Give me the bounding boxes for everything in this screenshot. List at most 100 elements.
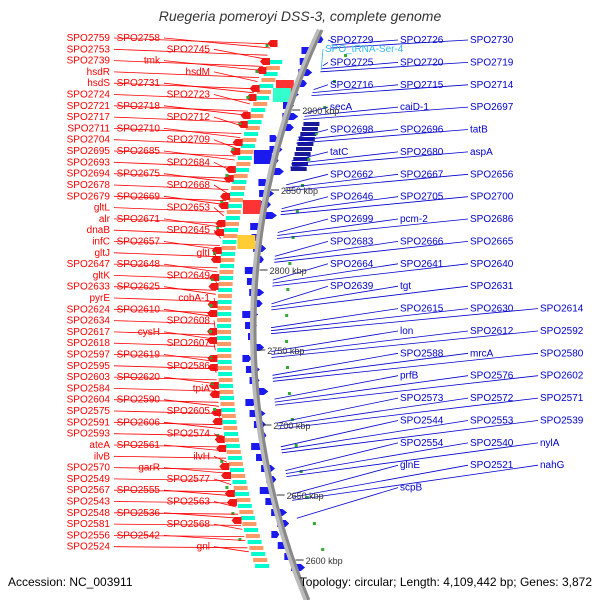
backbone-shadow bbox=[250, 28, 323, 600]
label-leader bbox=[213, 388, 219, 396]
gene-label: SPO2711 bbox=[67, 123, 110, 134]
gene-block bbox=[228, 462, 243, 466]
label-leader bbox=[113, 241, 220, 246]
label-leader bbox=[276, 218, 469, 239]
gene-label: SPO2555 bbox=[117, 485, 161, 496]
gene-label: alr bbox=[99, 214, 111, 225]
label-leader bbox=[274, 241, 329, 257]
scale-tick-label: 2850 kbp bbox=[281, 186, 318, 196]
label-leader bbox=[113, 229, 222, 235]
label-leader bbox=[213, 410, 221, 418]
gene-label: SPO2568 bbox=[167, 519, 211, 530]
gene-label: SPO2710 bbox=[117, 123, 161, 134]
gene-label: SPO2639 bbox=[330, 281, 374, 292]
gene-label: lon bbox=[400, 326, 413, 337]
gene-block bbox=[233, 174, 248, 178]
gene-marker bbox=[231, 512, 235, 515]
label-leader bbox=[298, 129, 329, 138]
label-leader bbox=[213, 207, 225, 217]
label-leader bbox=[280, 196, 469, 216]
label-leader bbox=[113, 218, 223, 224]
label-leader bbox=[113, 60, 264, 67]
label-leader bbox=[213, 320, 216, 328]
gene-label: SPO2705 bbox=[400, 192, 444, 203]
label-leader bbox=[113, 195, 227, 202]
gene-label: scpB bbox=[400, 483, 423, 494]
label-leader bbox=[163, 218, 223, 228]
gene-label: SPO2704 bbox=[67, 135, 111, 146]
gene-block bbox=[225, 438, 239, 442]
gene-label: ateA bbox=[89, 440, 110, 451]
label-leader bbox=[113, 444, 225, 448]
label-leader bbox=[321, 62, 399, 70]
gene-block bbox=[217, 342, 232, 346]
gene-block bbox=[223, 234, 238, 238]
gene-block bbox=[247, 120, 262, 124]
label-leader bbox=[213, 229, 222, 239]
gene-label: SPO2646 bbox=[330, 192, 374, 203]
label-leader bbox=[291, 151, 329, 162]
gene-label: SPO2665 bbox=[470, 236, 514, 247]
reverse-gene-arrow bbox=[211, 409, 222, 416]
gene-block bbox=[224, 228, 239, 232]
label-leader bbox=[213, 546, 249, 553]
label-leader bbox=[270, 308, 469, 332]
gene-marker bbox=[209, 330, 212, 333]
reverse-gene-arrow bbox=[207, 310, 218, 317]
label-leader bbox=[113, 150, 236, 157]
label-leader bbox=[163, 421, 222, 430]
gene-block bbox=[255, 564, 270, 568]
gene-label: nahG bbox=[540, 460, 565, 471]
gene-label: SPO2536 bbox=[117, 508, 161, 519]
label-leader bbox=[163, 376, 218, 385]
gene-label: ilvH bbox=[193, 451, 210, 462]
gene-block bbox=[218, 288, 233, 292]
gene-block bbox=[253, 558, 268, 562]
label-leader bbox=[320, 62, 469, 73]
reverse-gene-arrow bbox=[208, 283, 219, 290]
gene-label: SPO2606 bbox=[117, 417, 161, 428]
gene-block bbox=[235, 168, 249, 172]
gene-block bbox=[251, 552, 266, 556]
gene-label: SPO2571 bbox=[540, 393, 584, 404]
gene-marker bbox=[246, 96, 250, 99]
gene-label: SPO2662 bbox=[330, 169, 374, 180]
gene-block bbox=[217, 300, 232, 304]
label-leader bbox=[271, 330, 399, 352]
gene-block bbox=[242, 200, 261, 214]
gene-marker bbox=[238, 538, 242, 541]
gene-block bbox=[233, 486, 248, 490]
gene-block bbox=[220, 264, 234, 268]
gene-label: SPO2714 bbox=[470, 80, 514, 91]
label-leader bbox=[281, 196, 399, 213]
gene-block bbox=[220, 396, 234, 400]
label-leader bbox=[272, 263, 469, 287]
label-leader bbox=[163, 195, 226, 206]
gene-label: SPO2542 bbox=[117, 530, 161, 541]
gene-marker bbox=[265, 44, 269, 47]
gene-marker bbox=[323, 106, 327, 109]
label-leader bbox=[213, 71, 258, 82]
gene-block bbox=[230, 192, 244, 196]
label-leader bbox=[113, 184, 229, 190]
gene-label: SPO2521 bbox=[470, 460, 514, 471]
gene-label: SPO2575 bbox=[67, 406, 111, 417]
gene-block bbox=[220, 402, 235, 406]
gene-label: gnl bbox=[197, 542, 210, 553]
gene-block bbox=[235, 492, 249, 496]
gene-block bbox=[225, 216, 240, 220]
gene-marker bbox=[255, 70, 259, 73]
gene-label: SPO2758 bbox=[117, 33, 161, 44]
gene-block bbox=[231, 186, 246, 190]
label-leader bbox=[305, 106, 329, 114]
label-leader bbox=[213, 297, 216, 306]
label-leaders bbox=[113, 37, 539, 553]
gene-label: gltI bbox=[197, 248, 210, 259]
gene-label: SPO2630 bbox=[470, 304, 514, 315]
gene-block bbox=[236, 498, 251, 502]
gene-marker bbox=[213, 408, 217, 411]
gene-label: prfB bbox=[400, 371, 419, 382]
label-leader bbox=[163, 489, 234, 497]
gene-marker bbox=[231, 148, 235, 151]
